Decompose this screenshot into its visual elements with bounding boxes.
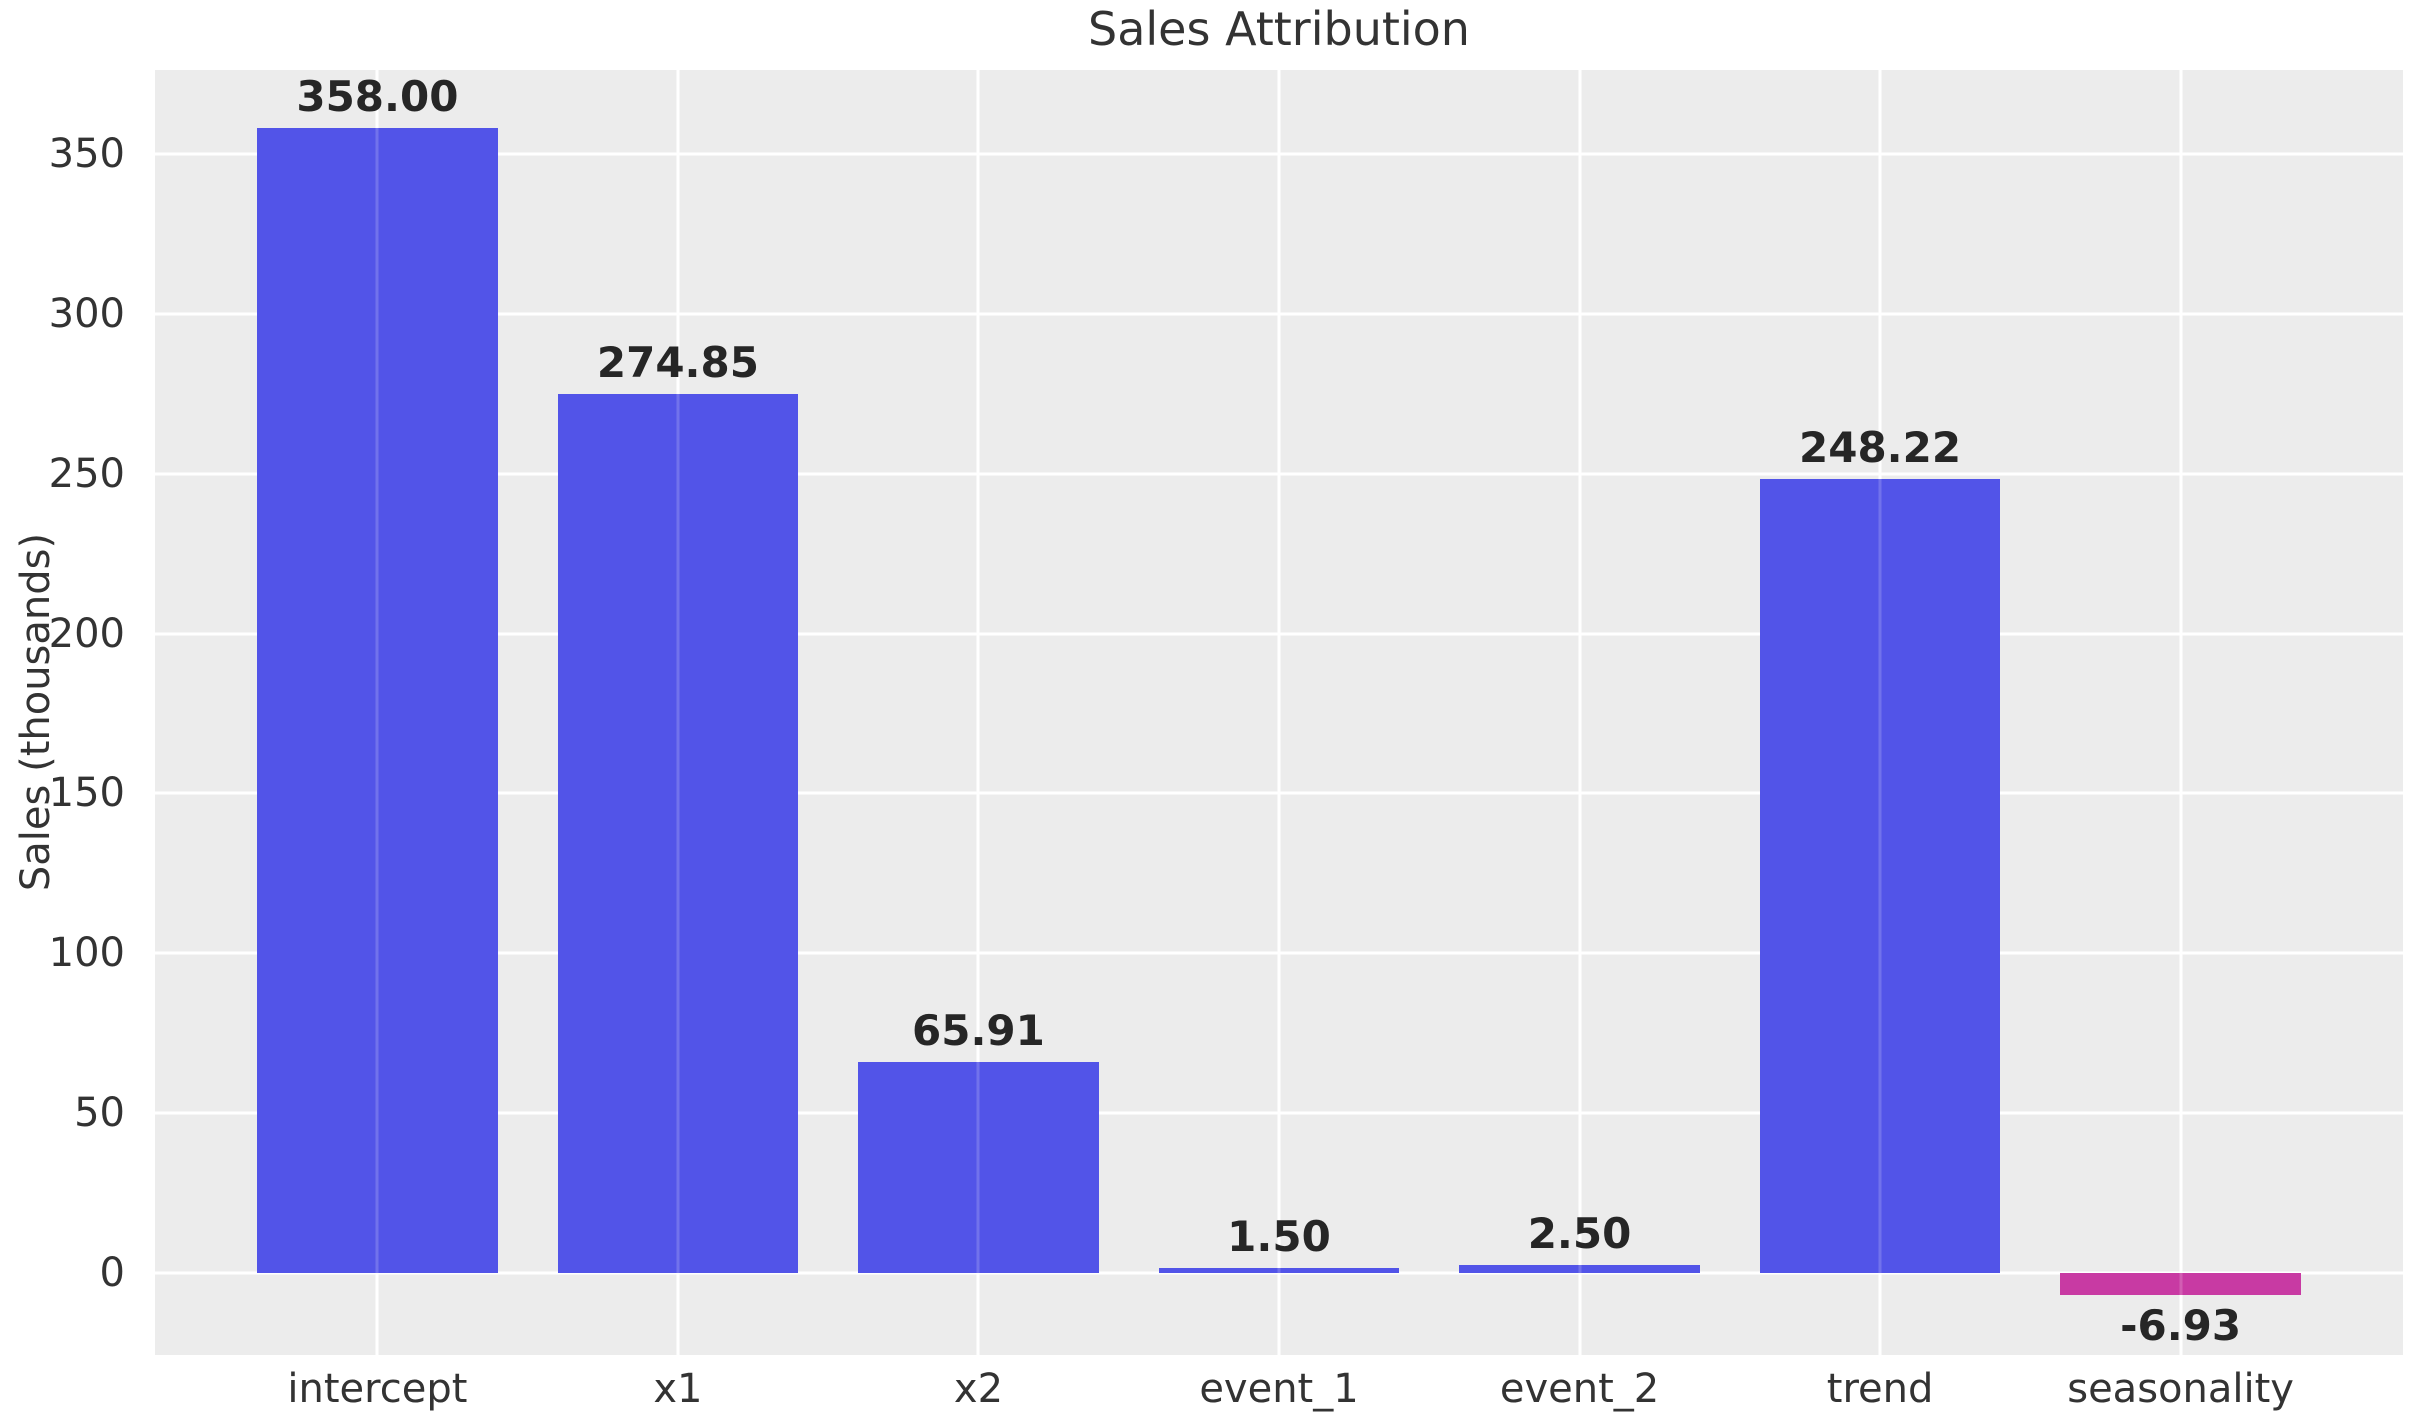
y-tick-label: 350 (48, 130, 125, 177)
x-axis-tick-labels: intercept x1 x2 event_1 event_2 trend seasonal… (155, 1355, 2403, 1423)
gridline-vertical-overlay (2179, 70, 2183, 1355)
bar-value-label-x2: 65.91 (912, 1006, 1045, 1056)
y-tick-label: 100 (48, 930, 125, 977)
bar-trend (1759, 479, 2001, 1274)
gridline-vertical (1578, 70, 1582, 1355)
gridline-vertical (1277, 70, 1281, 1355)
gridline-vertical-overlay (1578, 70, 1582, 1355)
gridline-vertical-overlay (1878, 70, 1882, 1355)
x-tick-label-intercept: intercept (287, 1366, 468, 1412)
gridline-vertical (976, 70, 980, 1355)
plot-area: 358.00 274.85 65.91 1.50 2.50 248.22 -6.93 (155, 70, 2403, 1355)
y-tick-label: 50 (74, 1090, 125, 1137)
gridline-vertical-overlay (676, 70, 680, 1355)
y-tick-label: 250 (48, 450, 125, 497)
bar-x2 (858, 1062, 1099, 1274)
bar-x1 (557, 394, 799, 1274)
gridline-vertical-overlay (375, 70, 379, 1355)
bar-value-label-event_2: 2.50 (1527, 1209, 1632, 1259)
gridline-vertical-overlay (1277, 70, 1281, 1355)
x-tick-label-x2: x2 (953, 1366, 1004, 1412)
x-tick-label-trend: trend (1826, 1366, 1934, 1412)
bar-seasonality (2060, 1273, 2301, 1296)
x-tick-label-event_1: event_1 (1199, 1366, 1359, 1412)
bar-value-label-intercept: 358.00 (296, 72, 459, 122)
bar-event_1 (1158, 1268, 1400, 1274)
x-tick-label-event_2: event_2 (1499, 1366, 1660, 1412)
x-tick-label-x1: x1 (653, 1366, 703, 1412)
y-axis-tick-labels: 0 50 100 150 200 250 300 350 (0, 70, 140, 1355)
chart-title: Sales Attribution (1088, 2, 1470, 56)
x-tick-label-seasonality: seasonality (2067, 1366, 2294, 1412)
bar-value-label-trend: 248.22 (1799, 423, 1962, 473)
y-tick-label: 200 (48, 610, 125, 657)
y-tick-label: 0 (99, 1250, 125, 1297)
bar-value-label-x1: 274.85 (596, 338, 759, 388)
y-tick-label: 300 (48, 290, 125, 337)
gridline-vertical (2179, 70, 2183, 1355)
y-tick-label: 150 (48, 770, 125, 817)
bar-value-label-event_1: 1.50 (1227, 1212, 1331, 1262)
gridline-vertical-overlay (976, 70, 980, 1355)
bar-event_2 (1459, 1265, 1700, 1274)
bar-value-label-seasonality: -6.93 (2120, 1301, 2242, 1351)
bar-intercept (257, 128, 498, 1274)
